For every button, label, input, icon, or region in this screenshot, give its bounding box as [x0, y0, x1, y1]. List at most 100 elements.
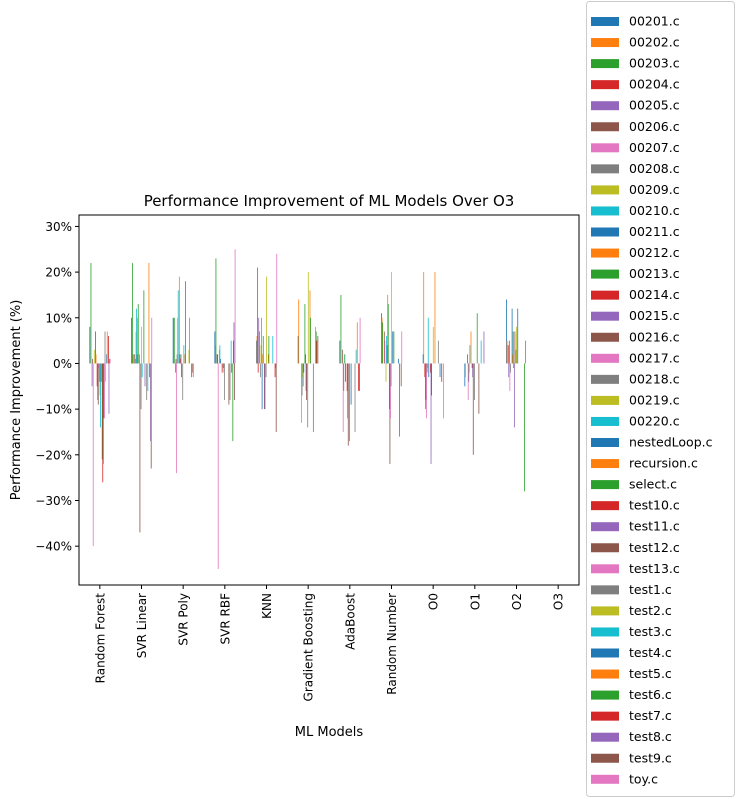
legend-label: 00210.c	[629, 203, 680, 218]
bar	[91, 363, 93, 387]
bar	[384, 340, 386, 364]
bar	[109, 358, 110, 364]
bar	[516, 326, 518, 364]
bar	[297, 336, 299, 364]
legend-swatch	[591, 753, 619, 763]
legend-label: 00211.c	[629, 224, 680, 239]
legend-label: 00208.c	[629, 161, 680, 176]
bar	[102, 363, 104, 464]
x-tick-label: O1	[468, 593, 482, 610]
bar	[191, 363, 193, 378]
bar	[230, 340, 232, 364]
bar	[141, 363, 143, 378]
bar	[309, 290, 311, 364]
legend-label: test10.c	[629, 498, 680, 513]
bar	[109, 358, 111, 364]
legend-swatch	[591, 101, 619, 111]
x-tick-label: Random Number	[385, 593, 399, 695]
legend-label: 00213.c	[629, 266, 680, 281]
bar	[400, 363, 402, 387]
bar	[343, 354, 345, 364]
bar	[262, 336, 264, 364]
bar	[432, 326, 434, 364]
legend-label: 00207.c	[629, 140, 680, 155]
bar	[385, 363, 387, 382]
legend-swatch	[591, 164, 619, 174]
bar	[464, 363, 466, 387]
bar	[342, 349, 344, 364]
bar	[178, 276, 180, 364]
legend-label: recursion.c	[629, 456, 698, 471]
bar	[340, 294, 342, 364]
legend-label: test1.c	[629, 582, 672, 597]
legend-label: 00216.c	[629, 329, 680, 344]
legend-swatch	[591, 669, 619, 679]
bar	[105, 363, 106, 382]
x-tick-label: Random Forest	[93, 593, 107, 684]
bar	[399, 363, 400, 437]
bar	[441, 363, 443, 382]
y-tick-label: 30%	[45, 220, 72, 234]
bar	[181, 363, 182, 378]
bar	[508, 340, 510, 364]
legend-label: 00212.c	[629, 245, 680, 260]
bar	[359, 363, 360, 391]
bar	[517, 308, 519, 364]
legend-label: test3.c	[629, 624, 672, 639]
bar	[506, 299, 507, 364]
bar	[192, 363, 194, 373]
bar	[434, 272, 436, 364]
legend-label: 00205.c	[629, 98, 680, 113]
y-axis: −40% −30% −20% −10% 0% 10% 20% 30%	[35, 220, 79, 554]
bar	[439, 363, 441, 378]
bar	[381, 313, 382, 364]
y-tick-label: 0%	[53, 357, 72, 371]
bar	[312, 363, 314, 432]
bar	[221, 363, 223, 373]
bar	[232, 363, 234, 442]
bar	[274, 363, 276, 378]
bar	[513, 363, 515, 369]
legend-label: toy.c	[629, 771, 658, 786]
bar	[233, 340, 234, 364]
legend-label: 00218.c	[629, 371, 680, 386]
bar	[310, 317, 311, 364]
legend-swatch	[591, 311, 619, 321]
legend-swatch	[591, 269, 619, 279]
legend-swatch	[591, 501, 619, 511]
bar	[148, 262, 150, 364]
bar	[150, 363, 152, 469]
legend: 00201.c 00202.c 00203.c 00204.c 00205.c 00206…	[586, 1, 735, 797]
bar	[131, 317, 132, 364]
y-tick-label: −10%	[35, 403, 72, 417]
plot-frame	[78, 214, 580, 586]
bar	[382, 322, 384, 364]
legend-swatch	[591, 59, 619, 69]
legend-label: 00220.c	[629, 413, 680, 428]
bar	[92, 363, 94, 547]
chart-title: Performance Improvement of ML Models Ove…	[144, 192, 515, 210]
bar	[339, 340, 341, 364]
legend-swatch	[591, 353, 619, 363]
bar	[96, 363, 98, 387]
bar	[427, 363, 429, 369]
legend-swatch	[591, 17, 619, 26]
legend-label: test2.c	[629, 603, 672, 618]
x-tick-label: O3	[552, 593, 566, 610]
bar	[223, 363, 225, 373]
bar	[220, 358, 221, 364]
bar	[356, 322, 358, 364]
legend-swatch	[591, 80, 619, 90]
legend-swatch	[591, 395, 619, 405]
bar	[150, 363, 152, 442]
bar	[258, 317, 260, 364]
bar	[261, 317, 262, 364]
bar	[525, 340, 527, 364]
bar	[263, 363, 265, 410]
bar	[267, 354, 269, 364]
y-tick-label: −40%	[35, 540, 72, 554]
bar	[359, 317, 361, 364]
legend-label: 00203.c	[629, 56, 680, 71]
bar	[468, 363, 470, 382]
